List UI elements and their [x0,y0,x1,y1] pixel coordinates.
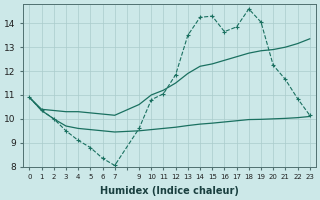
X-axis label: Humidex (Indice chaleur): Humidex (Indice chaleur) [100,186,239,196]
